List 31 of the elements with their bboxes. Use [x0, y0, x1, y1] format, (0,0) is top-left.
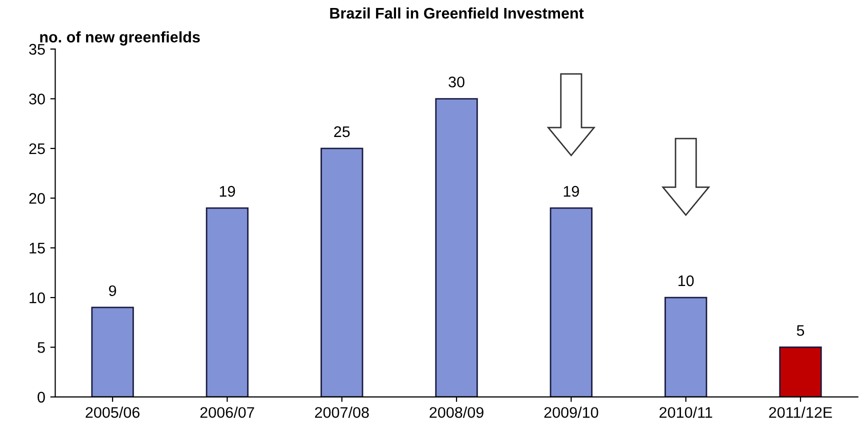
chart-title: Brazil Fall in Greenfield Investment	[330, 7, 584, 19]
x-tick-label: 2008/09	[430, 406, 484, 418]
x-tick-label: 2011/12E	[769, 406, 832, 418]
data-label: 19	[220, 186, 235, 197]
y-tick-label: 20	[29, 193, 45, 204]
x-tick-label: 2009/10	[544, 406, 598, 418]
y-axis-title: no. of new greenfields	[40, 31, 200, 46]
y-tick-label: 30	[29, 94, 45, 104]
y-tick-label: 35	[29, 44, 45, 55]
y-tick-label: 15	[30, 242, 45, 254]
data-label: 10	[678, 275, 694, 286]
x-tick-label: 2006/07	[200, 406, 254, 418]
x-tick-label: 2007/08	[315, 406, 369, 418]
bar	[91, 306, 134, 397]
data-label: 30	[448, 76, 464, 88]
y-tick-label: 10	[30, 292, 45, 304]
data-label: 25	[334, 126, 350, 138]
y-tick-label: 5	[38, 342, 45, 353]
data-label: 19	[564, 186, 579, 197]
bar	[550, 207, 593, 397]
bar	[320, 148, 364, 397]
x-tick-label: 2010/11	[660, 406, 712, 418]
bar	[435, 98, 478, 397]
y-tick-label: 0	[38, 392, 45, 403]
data-label: 5	[796, 325, 804, 336]
bar	[664, 296, 708, 397]
x-tick-label: 2005/06	[86, 406, 140, 418]
bar	[779, 346, 822, 397]
data-label: 9	[109, 285, 116, 296]
y-tick-label: 25	[29, 143, 45, 154]
bar	[206, 207, 249, 397]
